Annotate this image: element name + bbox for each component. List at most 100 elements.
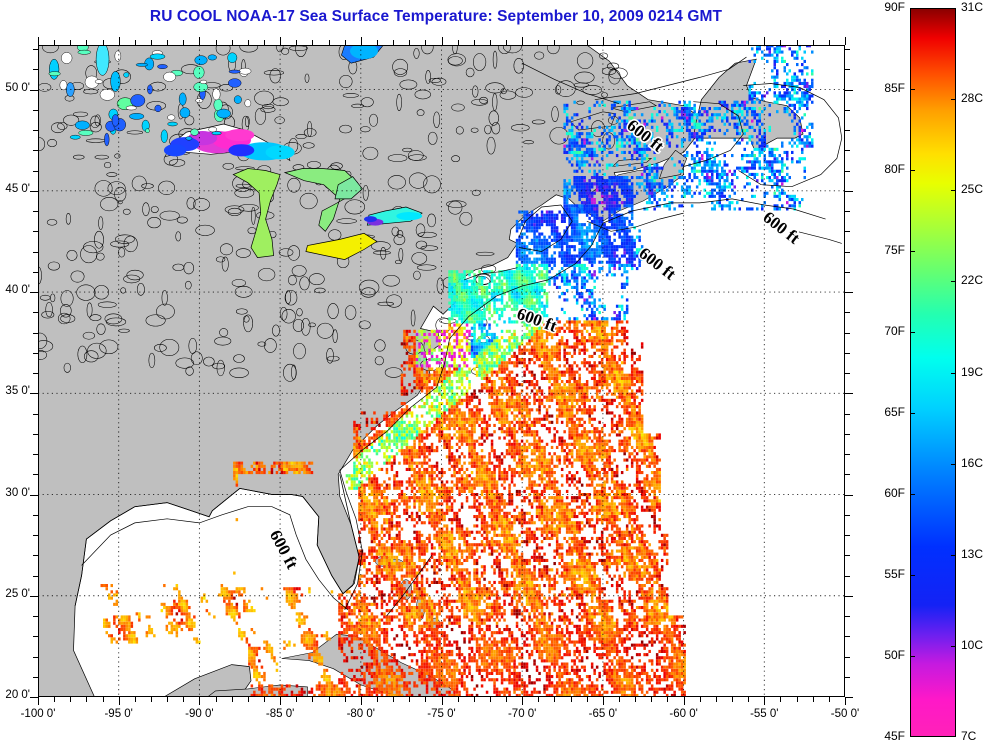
y-tick-right: [845, 575, 850, 577]
y-tick: [33, 555, 38, 557]
y-tick: [33, 575, 38, 577]
y-tick-right: [845, 676, 850, 678]
x-tick-top: [150, 40, 152, 45]
x-tick-top: [828, 40, 830, 45]
y-tick: [33, 170, 38, 172]
x-axis-label: -75 0': [427, 708, 456, 720]
x-axis-label: -85 0': [265, 708, 295, 720]
y-tick: [33, 474, 38, 476]
y-tick-right: [845, 271, 850, 273]
x-tick: [748, 697, 750, 702]
colorbar-tick-f: [910, 494, 915, 495]
y-tick-right: [845, 697, 853, 698]
x-axis-label: -90 0': [185, 708, 214, 720]
x-tick-top: [796, 40, 798, 45]
x-tick: [828, 697, 830, 702]
y-tick: [33, 535, 38, 536]
y-tick-right: [845, 433, 850, 435]
y-axis-label: 30 0': [5, 486, 30, 499]
x-tick: [199, 697, 201, 705]
x-tick-top: [360, 37, 362, 45]
colorbar-label-f: 60F: [884, 486, 905, 500]
y-tick-right: [845, 130, 850, 132]
y-tick: [33, 312, 38, 314]
colorbar-label-f: 75F: [884, 243, 905, 257]
y-tick: [33, 69, 38, 71]
x-tick: [845, 697, 846, 705]
x-tick: [780, 697, 782, 702]
x-tick: [376, 697, 378, 702]
y-tick: [30, 494, 38, 496]
y-tick: [33, 433, 38, 435]
x-tick: [360, 697, 362, 705]
x-axis-label: -55 0': [750, 708, 779, 720]
x-tick-top: [554, 40, 556, 45]
colorbar-label-f: 90F: [884, 0, 905, 14]
x-axis-label: -50 0': [830, 708, 860, 720]
y-tick: [30, 595, 38, 597]
y-tick-right: [845, 89, 853, 91]
x-tick-top: [393, 40, 395, 45]
x-tick-top: [845, 37, 846, 45]
y-tick-right: [845, 514, 850, 516]
colorbar-tick-f: [910, 656, 915, 657]
y-tick: [33, 656, 38, 658]
x-tick: [635, 697, 637, 702]
x-tick: [425, 697, 427, 702]
x-tick: [118, 697, 120, 705]
colorbar-tick-f: [910, 251, 915, 252]
x-tick-top: [70, 40, 72, 45]
colorbar-label-f: 80F: [884, 162, 905, 176]
colorbar-tick-f: [910, 332, 915, 333]
x-tick: [247, 697, 249, 702]
colorbar-label-c: 28C: [961, 91, 984, 106]
y-tick: [33, 332, 38, 334]
x-tick: [86, 697, 88, 702]
x-tick: [457, 697, 459, 702]
x-tick: [473, 697, 475, 702]
x-tick-top: [183, 40, 185, 45]
x-tick-top: [812, 40, 814, 45]
x-tick-top: [231, 40, 233, 45]
y-tick: [33, 454, 38, 456]
colorbar-label-c: 22C: [961, 273, 984, 288]
x-axis-label: -70 0': [507, 708, 537, 720]
colorbar-tick-c: [951, 190, 956, 192]
x-tick-top: [506, 40, 508, 45]
x-tick: [215, 697, 217, 702]
map-plot-area[interactable]: 600 ft 600 ft 600 ft 600 ft 600 ft 600 ft 600 …: [38, 45, 845, 697]
x-tick-top: [570, 40, 572, 45]
colorbar: [910, 8, 956, 737]
x-tick: [328, 697, 330, 702]
colorbar-label-c: 25C: [961, 182, 984, 197]
x-tick-top: [651, 40, 653, 45]
x-tick: [764, 697, 766, 705]
x-tick-top: [699, 40, 701, 45]
colorbar-label-c: 7C: [961, 729, 977, 743]
x-tick: [570, 697, 572, 702]
y-tick: [30, 190, 38, 192]
y-tick-right: [845, 616, 850, 617]
x-tick: [554, 697, 556, 702]
colorbar-tick-f: [910, 413, 915, 414]
x-tick-top: [409, 40, 411, 45]
x-axis-label: -60 0': [669, 708, 698, 720]
x-tick-top: [538, 40, 540, 45]
x-tick: [796, 697, 798, 702]
x-tick: [489, 697, 491, 702]
y-tick: [33, 211, 38, 213]
y-tick-right: [845, 555, 850, 557]
x-tick-top: [167, 40, 169, 45]
x-axis-label: -80 0': [346, 708, 375, 720]
y-tick: [33, 373, 38, 375]
y-tick: [33, 251, 38, 253]
y-tick: [30, 89, 38, 91]
y-tick-right: [845, 636, 850, 638]
colorbar-label-c: 10C: [961, 637, 984, 652]
x-tick-top: [522, 37, 524, 45]
y-tick-right: [845, 292, 853, 294]
y-tick-right: [845, 454, 850, 456]
x-tick: [38, 697, 39, 705]
